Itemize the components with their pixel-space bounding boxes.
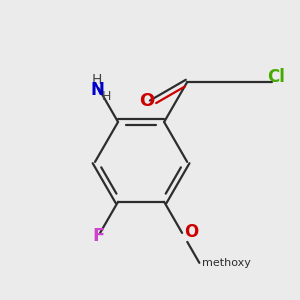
Text: O: O [184, 223, 199, 241]
Text: methoxy: methoxy [202, 258, 250, 268]
Text: N: N [90, 82, 104, 100]
Text: Cl: Cl [267, 68, 285, 86]
Text: H: H [102, 90, 112, 103]
Text: F: F [92, 227, 105, 245]
Text: H: H [92, 73, 102, 87]
Text: O: O [139, 92, 154, 110]
